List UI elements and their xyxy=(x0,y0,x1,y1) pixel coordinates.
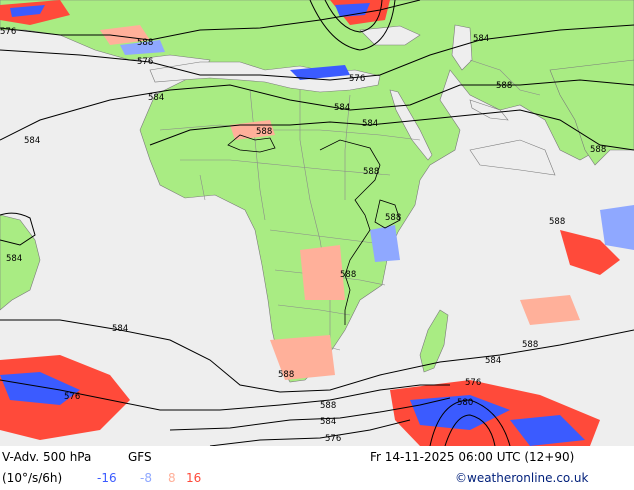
contour-label: 576 xyxy=(349,74,365,84)
units-label: (10°/s/6h) xyxy=(2,471,63,485)
contour-label: 576 xyxy=(137,57,153,67)
contour-label: 588 xyxy=(278,370,294,380)
contour-label: 580 xyxy=(457,398,473,408)
map-footer: V-Adv. 500 hPa GFS Fr 14-11-2025 06:00 U… xyxy=(0,446,634,490)
contour-label: 588 xyxy=(385,213,401,223)
contour-label: 588 xyxy=(522,340,538,350)
arabian-sea-notch xyxy=(469,139,556,176)
legend-value: -16 xyxy=(97,471,117,485)
contour-label: 584 xyxy=(320,417,336,427)
valid-datetime: Fr 14-11-2025 06:00 UTC (12+90) xyxy=(370,450,575,464)
contour-label: 576 xyxy=(325,434,341,444)
contour-label: 584 xyxy=(148,93,164,103)
weather-map: 576 588 576 584 576 584 584 588 584 588 … xyxy=(0,0,634,446)
product-title: V-Adv. 500 hPa xyxy=(2,450,92,464)
contour-label: 576 xyxy=(465,378,481,388)
model-name: GFS xyxy=(128,450,152,464)
contour-label: 584 xyxy=(362,119,378,129)
inland-seas xyxy=(149,24,556,176)
landmass xyxy=(0,0,634,383)
coastline-detail xyxy=(227,134,401,325)
contour-label: 576 xyxy=(0,27,16,37)
contour-label: 584 xyxy=(24,136,40,146)
contour-label: 584 xyxy=(334,103,350,113)
contour-label: 588 xyxy=(496,81,512,91)
black-sea xyxy=(359,25,421,46)
map-canvas: 576 588 576 584 576 584 584 588 584 588 … xyxy=(0,0,634,446)
contour-label: 588 xyxy=(590,145,606,155)
contour-labels: 576 588 576 584 576 584 584 588 584 588 … xyxy=(0,27,606,444)
persian-gulf xyxy=(469,99,509,121)
contour-label: 588 xyxy=(340,270,356,280)
country-borders xyxy=(159,59,541,351)
madagascar-landmass xyxy=(419,309,449,373)
caspian-sea xyxy=(451,24,473,71)
credit-link[interactable]: ©weatheronline.co.uk xyxy=(455,471,589,485)
red-sea xyxy=(389,89,433,161)
contour-label: 584 xyxy=(485,356,501,366)
contour-label: 588 xyxy=(137,38,153,48)
contour-label: 588 xyxy=(363,167,379,177)
legend-value: 16 xyxy=(186,471,202,485)
contour-label: 588 xyxy=(549,217,565,227)
legend-value: 8 xyxy=(168,471,176,485)
legend-value: -8 xyxy=(140,471,152,485)
contour-label: 588 xyxy=(320,401,336,411)
mediterranean-sea xyxy=(149,61,381,93)
india-landmass xyxy=(549,59,634,166)
geopotential-contours xyxy=(0,0,634,446)
contour-label: 584 xyxy=(112,324,128,334)
contour-label: 576 xyxy=(64,392,80,402)
contour-label: 588 xyxy=(256,127,272,137)
contour-label: 584 xyxy=(6,254,22,264)
africa-landmass xyxy=(0,0,634,383)
contour-label: 584 xyxy=(473,34,489,44)
